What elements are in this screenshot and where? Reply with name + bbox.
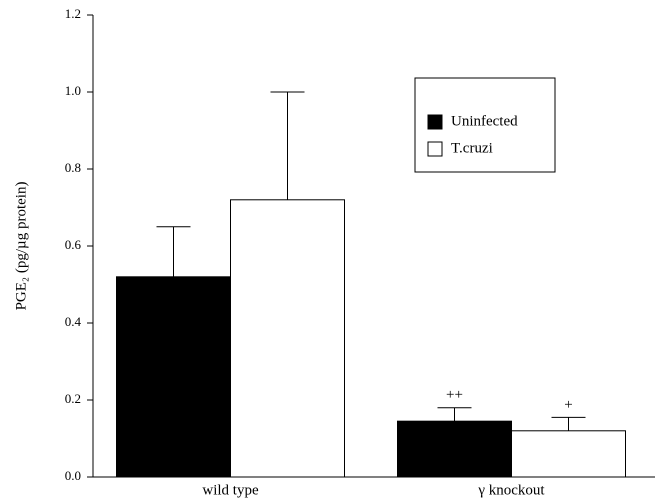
y-tick-label: 1.2	[65, 6, 81, 21]
y-axis-label: PGE₂ (pg/µg protein)	[13, 182, 29, 311]
y-tick-label: 0.4	[65, 314, 82, 329]
error-bar	[551, 416, 586, 431]
bar	[397, 420, 512, 478]
x-tick-label: γ knockout	[477, 482, 545, 498]
error-bar	[156, 226, 191, 277]
bar	[511, 430, 626, 478]
annotation: ++	[446, 387, 463, 403]
legend-label: T.cruzi	[451, 140, 493, 156]
x-tick-label: wild type	[202, 482, 259, 498]
bar	[116, 276, 231, 478]
y-tick-label: 1.0	[65, 83, 81, 98]
bar	[230, 199, 345, 478]
y-tick-label: 0.2	[65, 391, 81, 406]
y-tick-label: 0.8	[65, 160, 81, 175]
y-tick-label: 0.0	[65, 468, 81, 483]
y-tick-label: 0.6	[65, 237, 82, 252]
legend-swatch	[427, 141, 443, 157]
legend-swatch	[427, 114, 443, 130]
legend-label: Uninfected	[451, 113, 518, 129]
error-bar	[270, 91, 305, 200]
error-bar	[437, 407, 472, 422]
annotation: +	[564, 397, 572, 413]
